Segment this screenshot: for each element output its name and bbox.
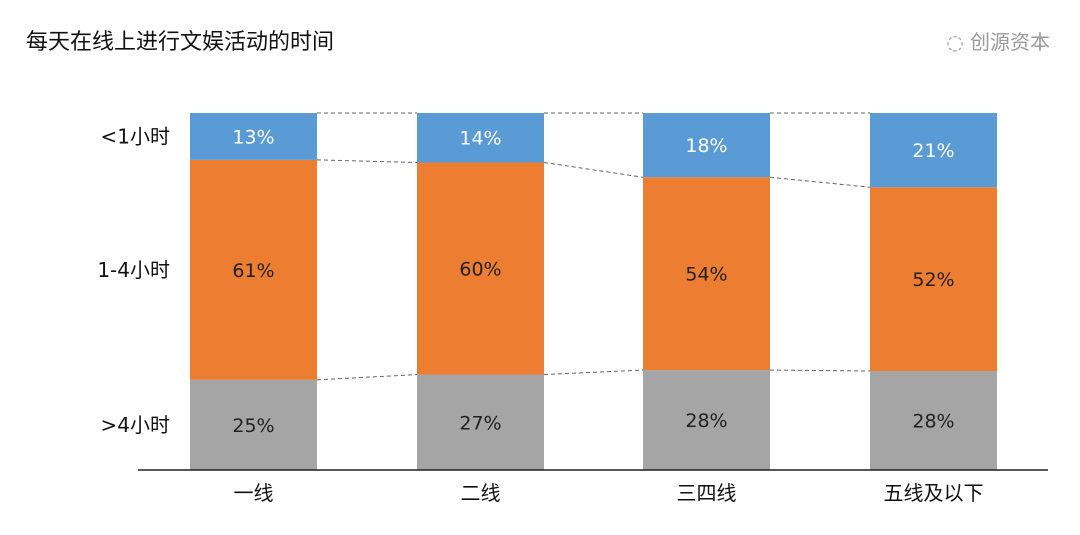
- series-label: >4小时: [101, 413, 170, 437]
- connector-line: [316, 159, 418, 163]
- bar-segment: [870, 371, 997, 470]
- bar-segment: [643, 177, 770, 371]
- connector-line: [316, 374, 418, 381]
- connector-line: [543, 161, 644, 178]
- data-label: 27%: [459, 412, 501, 434]
- connector-line: [769, 369, 871, 372]
- connector-line: [543, 369, 644, 376]
- data-label: 52%: [912, 269, 954, 291]
- watermark: ◌ 创源资本: [946, 26, 1050, 55]
- watermark-text: 创源资本: [970, 30, 1050, 54]
- data-label: 14%: [459, 128, 501, 150]
- bar-segment: [417, 162, 544, 375]
- series-label: <1小时: [101, 124, 170, 148]
- chart-title: 每天在线上进行文娱活动的时间: [26, 30, 335, 55]
- bar-segment: [643, 370, 770, 470]
- bar-segment: [417, 374, 544, 470]
- x-tick-label: 五线及以下: [884, 481, 984, 505]
- x-tick-label: 三四线: [677, 481, 737, 505]
- data-label: 61%: [232, 260, 274, 282]
- data-label: 28%: [685, 410, 727, 432]
- wechat-icon: ◌: [946, 30, 970, 54]
- data-label: 54%: [685, 264, 727, 286]
- bar-segment: [870, 187, 997, 372]
- data-label: 13%: [232, 126, 274, 148]
- bar-segment: [190, 159, 317, 380]
- connector-line: [769, 176, 871, 188]
- bar-segment: [190, 379, 317, 470]
- series-label: 1-4小时: [97, 258, 170, 282]
- bar-segment: [870, 113, 997, 188]
- bar-segment: [643, 113, 770, 178]
- data-label: 25%: [232, 415, 274, 437]
- bar-segment: [417, 113, 544, 163]
- x-tick-label: 一线: [234, 481, 274, 505]
- data-label: 60%: [459, 259, 501, 281]
- data-label: 28%: [912, 411, 954, 433]
- x-tick-label: 二线: [461, 481, 501, 505]
- data-label: 21%: [912, 140, 954, 162]
- data-label: 18%: [685, 135, 727, 157]
- bar-segment: [190, 113, 317, 160]
